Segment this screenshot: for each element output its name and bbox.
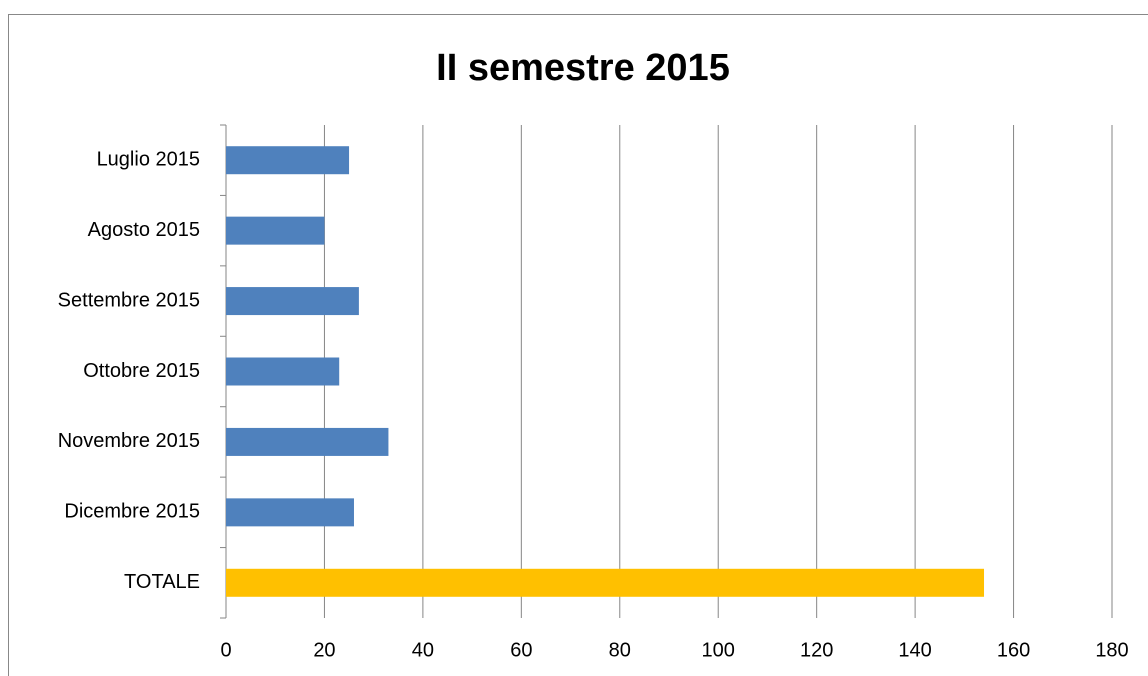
bar bbox=[226, 146, 350, 175]
bar bbox=[226, 568, 985, 597]
x-tick-label: 100 bbox=[702, 639, 735, 661]
y-tick-label: Novembre 2015 bbox=[58, 430, 200, 452]
x-tick-label: 60 bbox=[510, 639, 532, 661]
x-tick-label: 80 bbox=[609, 639, 631, 661]
chart-title: II semestre 2015 bbox=[436, 47, 730, 89]
y-tick-label: TOTALE bbox=[124, 571, 200, 593]
x-tick-label: 0 bbox=[220, 639, 231, 661]
x-tick-label: 120 bbox=[800, 639, 833, 661]
bar bbox=[226, 498, 354, 527]
y-tick-label: Ottobre 2015 bbox=[83, 360, 200, 382]
x-tick-label: 160 bbox=[997, 639, 1030, 661]
bar bbox=[226, 287, 359, 316]
x-tick-label: 180 bbox=[1095, 639, 1128, 661]
y-tick-label: Settembre 2015 bbox=[58, 289, 200, 311]
bar bbox=[226, 216, 325, 245]
y-tick-label: Dicembre 2015 bbox=[64, 501, 200, 523]
x-tick-label: 20 bbox=[313, 639, 335, 661]
y-tick-label: Luglio 2015 bbox=[97, 148, 200, 170]
bar bbox=[226, 357, 340, 386]
y-tick-label: Agosto 2015 bbox=[88, 219, 200, 241]
bar bbox=[226, 427, 389, 456]
x-tick-label: 140 bbox=[898, 639, 931, 661]
x-tick-label: 40 bbox=[412, 639, 434, 661]
chart-border bbox=[8, 14, 1148, 676]
